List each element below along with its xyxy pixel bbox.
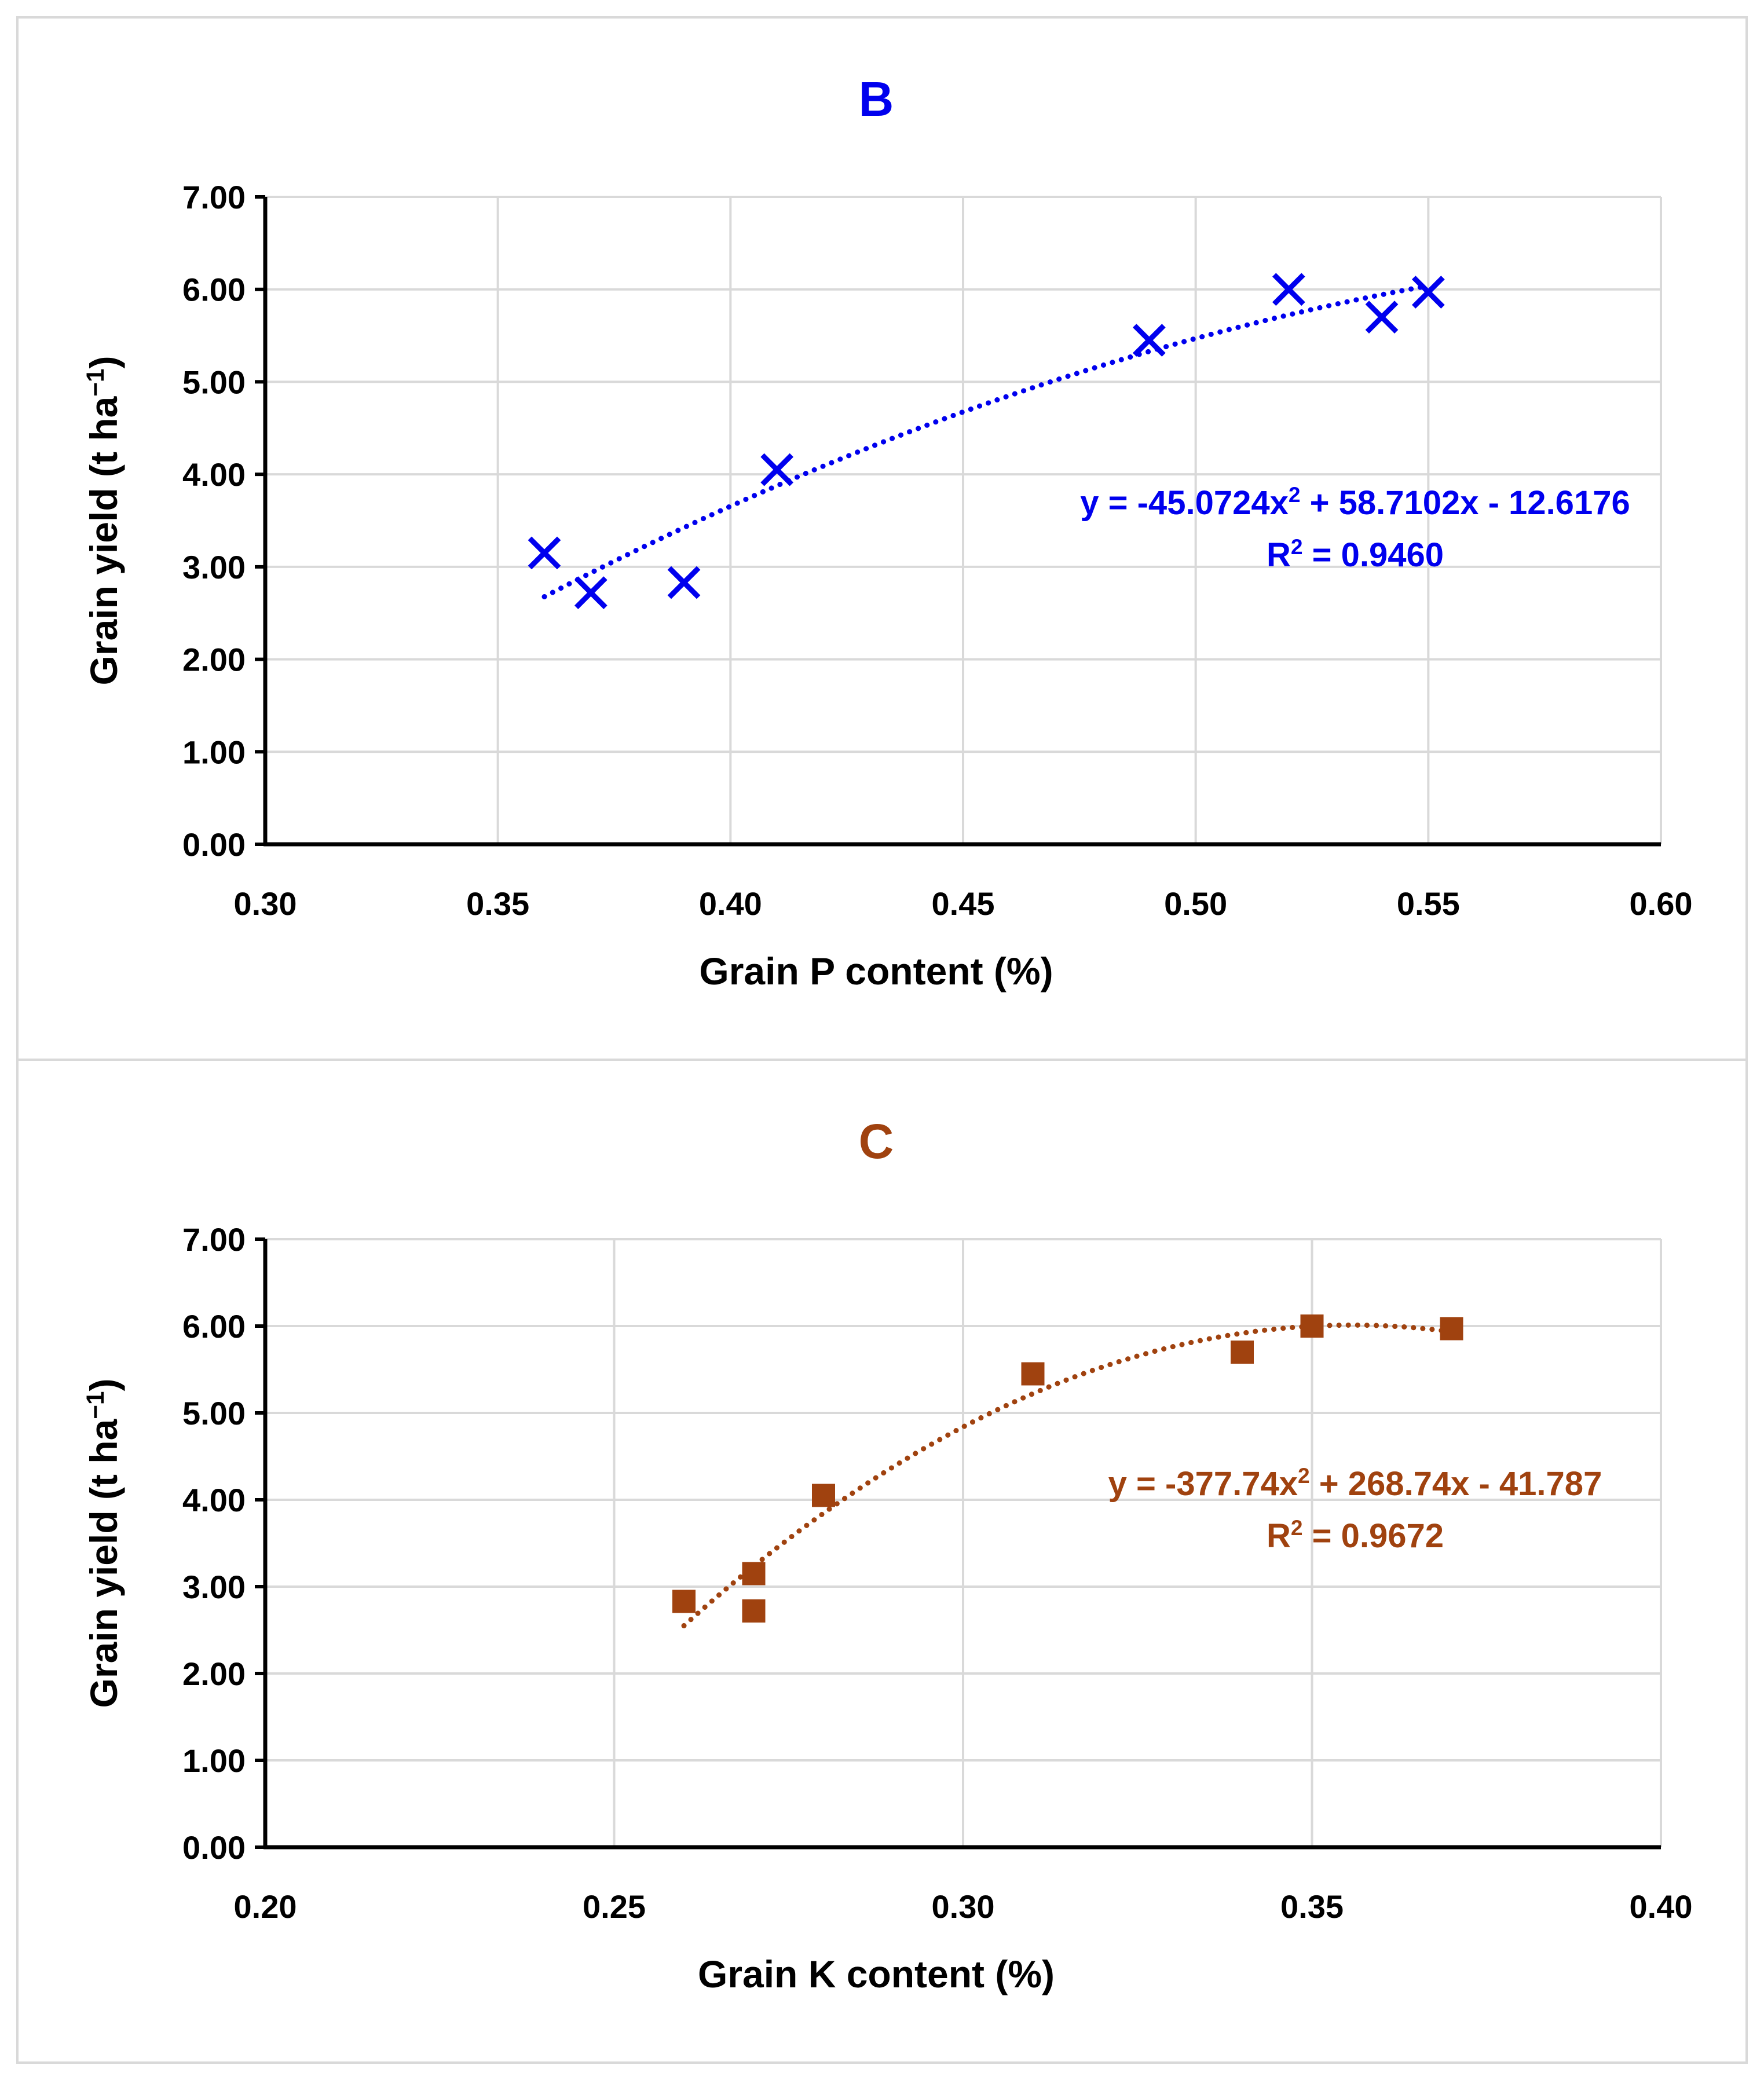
y-axis-title: Grain yield (t ha−1) [82,1379,126,1708]
y-axis-title: Grain yield (t ha−1) [82,356,126,686]
data-point-marker [742,1562,766,1585]
x-axis-title: Grain P content (%) [699,950,1053,993]
data-point-marker [1440,1317,1463,1341]
data-point-marker [1231,1341,1254,1364]
y-tick-label: 3.00 [182,1569,246,1605]
x-tick-label: 0.30 [234,885,297,922]
data-point-marker [760,453,794,486]
y-tick-label: 5.00 [182,364,246,400]
x-tick-label: 0.40 [1630,1888,1693,1925]
y-tick-label: 2.00 [182,1656,246,1692]
x-tick-label: 0.50 [1164,885,1227,922]
chart-panel-c [16,1059,1748,2064]
x-tick-label: 0.35 [1280,1888,1344,1925]
y-tick-label: 4.00 [182,1482,246,1518]
chart-title: C [859,1114,894,1169]
chart-c-svg: 0.00 1.00 2.00 3.00 4.00 5.00 6.00 7.00 0.20 0.25… [82,1114,1693,1995]
y-tick-label: 1.00 [182,1742,246,1779]
y-tick-label: 6.00 [182,272,246,308]
y-tick-label: 7.00 [182,179,246,215]
data-point-marker [1411,276,1445,309]
data-point-marker [1300,1314,1324,1338]
y-tick-label: 0.00 [182,1829,246,1866]
data-point-marker [1365,301,1399,334]
x-tick-label: 0.35 [466,885,529,922]
trendline-equation: y = -45.0724x2 + 58.7102x - 12.6176 [1080,482,1630,522]
y-tick-label: 2.00 [182,642,246,678]
data-point-marker [1272,273,1305,306]
r-squared-label: R2 = 0.9460 [1267,534,1444,574]
trendline [681,1322,1454,1628]
r-squared-label: R2 = 0.9672 [1267,1515,1444,1555]
y-tick-label: 1.00 [182,734,246,770]
data-point-marker [667,566,701,599]
x-axis-title: Grain K content (%) [698,1953,1055,1995]
x-tick-label: 0.30 [932,1888,995,1925]
x-tick-label: 0.60 [1630,885,1693,922]
data-point-marker [574,576,607,609]
x-tick-label: 0.20 [234,1888,297,1925]
data-point-marker [1021,1362,1045,1386]
data-point-marker [528,536,561,570]
chart-panel-b [16,16,1748,1064]
y-tick-label: 5.00 [182,1395,246,1431]
chart-b-svg: 0.00 1.00 2.00 3.00 4.00 5.00 6.00 7.00 0.30 0.35… [82,72,1693,993]
x-tick-label: 0.25 [583,1888,646,1925]
data-point-marker [1132,324,1166,357]
data-point-marker [742,1599,766,1623]
x-tick-label: 0.55 [1397,885,1460,922]
y-tick-label: 0.00 [182,826,246,863]
trendline-equation: y = -377.74x2 + 268.74x - 41.787 [1108,1463,1602,1503]
chart-title: B [859,72,894,126]
y-tick-label: 7.00 [182,1221,246,1258]
x-tick-label: 0.45 [932,885,995,922]
data-point-marker [672,1590,696,1613]
x-tick-label: 0.40 [699,885,762,922]
y-tick-label: 6.00 [182,1308,246,1345]
trendline [541,283,1431,599]
data-point-marker [812,1484,835,1507]
y-tick-label: 3.00 [182,549,246,585]
y-tick-label: 4.00 [182,456,246,493]
